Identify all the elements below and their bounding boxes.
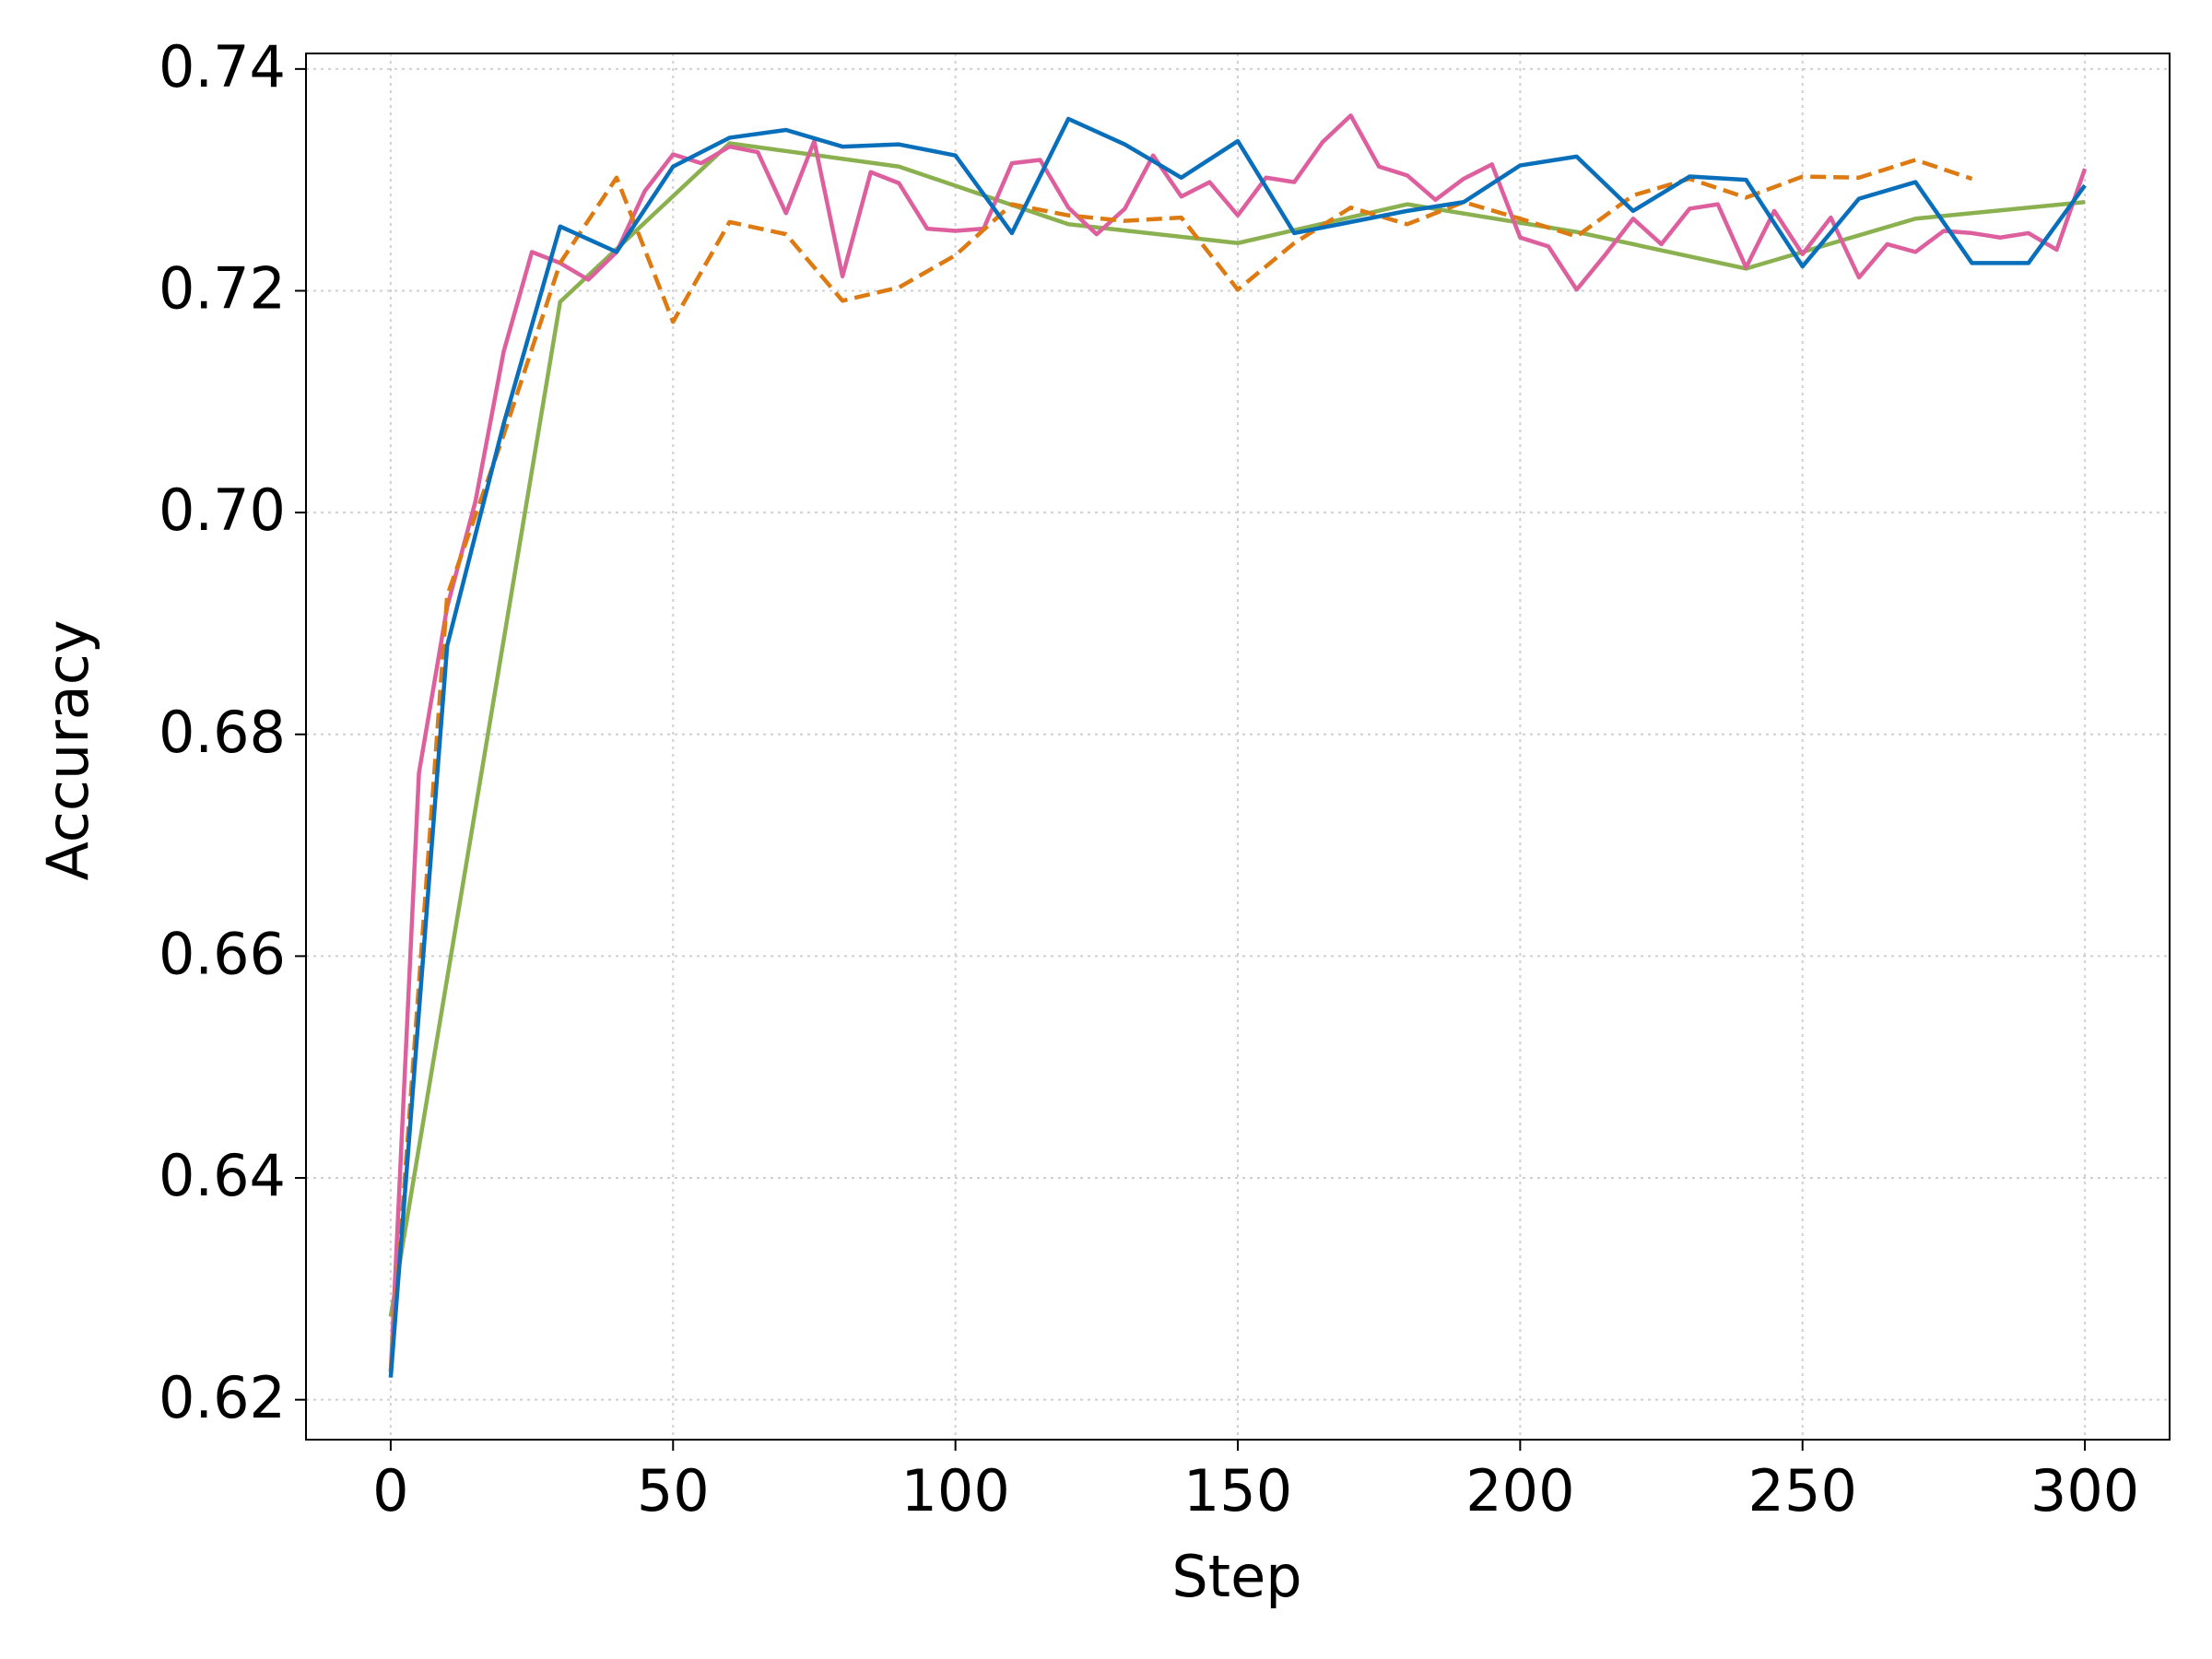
series-line (388, 158, 1973, 1372)
y-axis-label: Accuracy (34, 619, 101, 880)
x-axis-label: Step (1171, 1543, 1301, 1610)
y-tick-label: 0.66 (159, 920, 286, 987)
series-line (388, 116, 2087, 1378)
y-tick-label: 0.74 (159, 33, 286, 100)
y-tick-label: 0.72 (159, 255, 286, 323)
y-tick-label: 0.70 (159, 477, 286, 544)
series-line (388, 113, 2088, 1372)
y-tick-label: 0.68 (159, 699, 286, 766)
x-tick-label: 100 (900, 1457, 1009, 1524)
y-tick-label: 0.64 (159, 1142, 286, 1209)
x-tick-label: 0 (372, 1457, 408, 1524)
y-tick-label: 0.62 (159, 1364, 286, 1431)
x-tick-label: 50 (637, 1457, 710, 1524)
plot-frame (305, 53, 2171, 1441)
x-tick-label: 200 (1465, 1457, 1574, 1524)
x-tick-label: 250 (1748, 1457, 1857, 1524)
x-tick-label: 150 (1183, 1457, 1292, 1524)
x-tick-label: 300 (2030, 1457, 2139, 1524)
